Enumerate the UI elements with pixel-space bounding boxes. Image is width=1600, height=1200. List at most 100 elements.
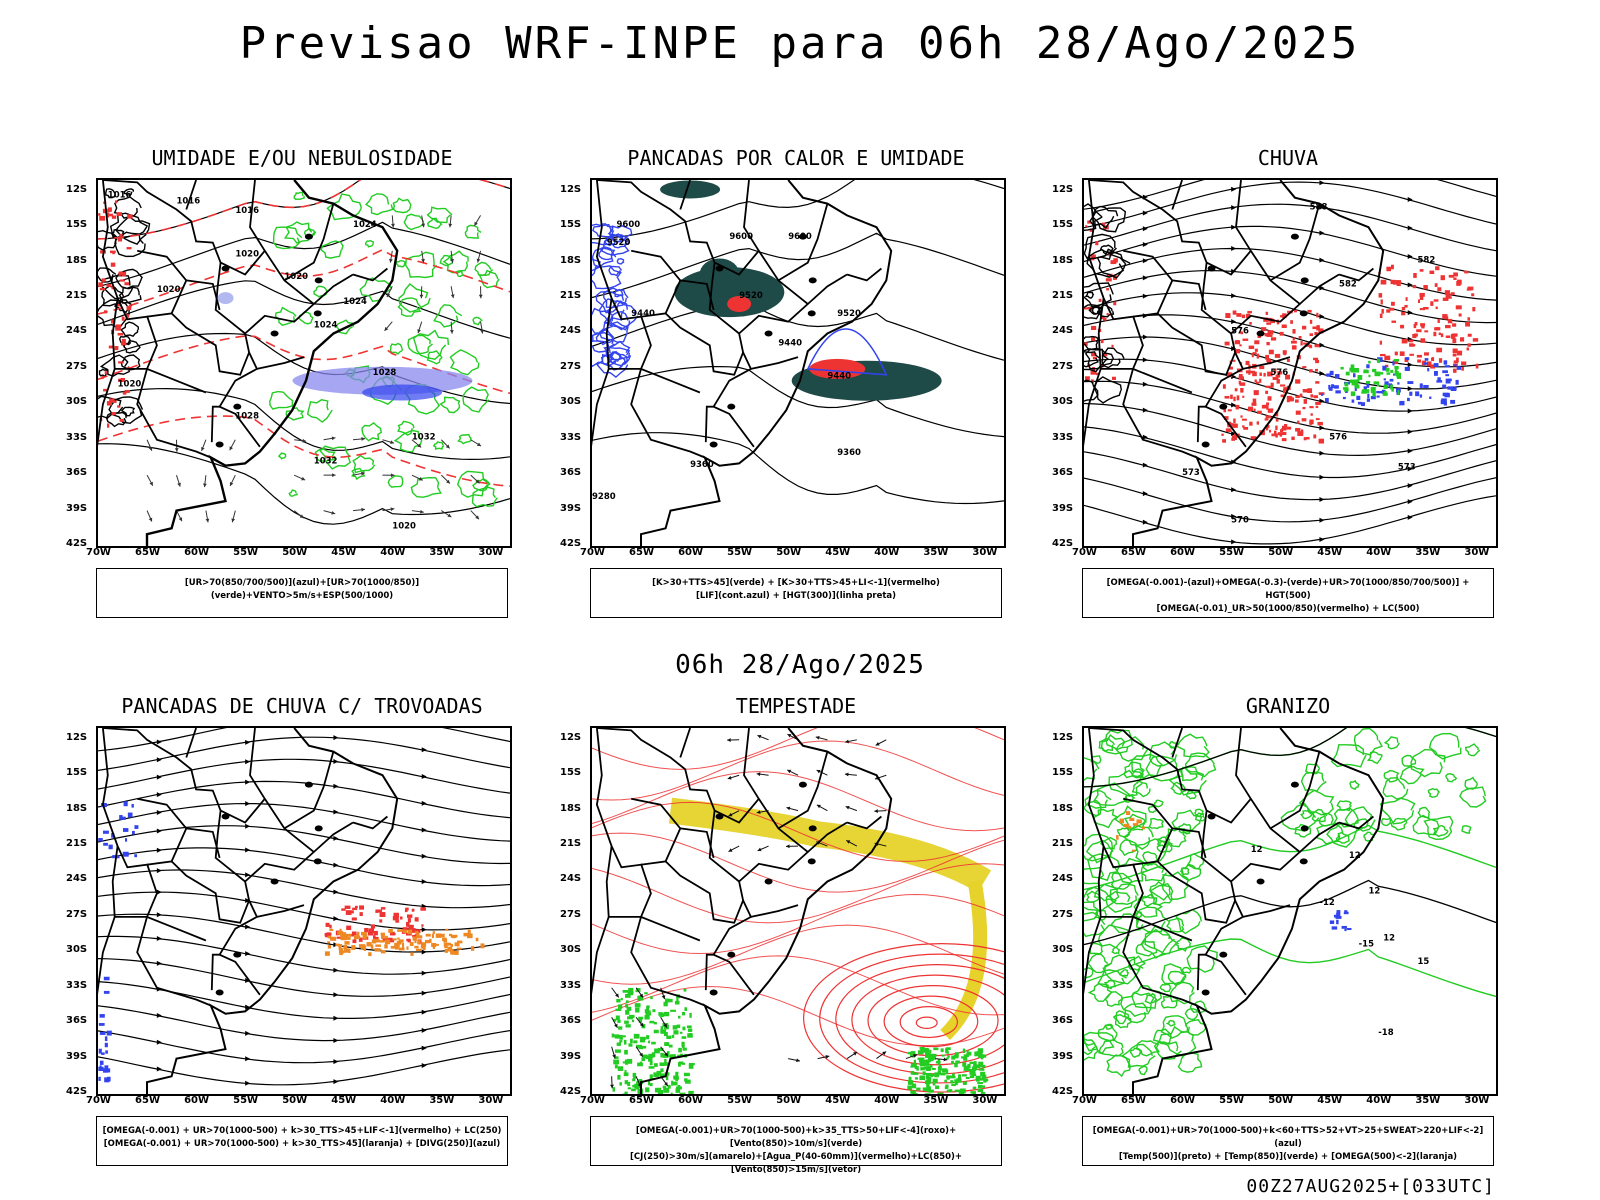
latitude-label: 30S <box>66 396 88 408</box>
contour-label: 12 <box>1383 934 1395 944</box>
longitude-label: 40W <box>1366 547 1392 558</box>
latitude-label: 42S <box>560 538 582 549</box>
contour-label: -18 <box>1378 1028 1393 1038</box>
longitude-label: 35W <box>923 547 949 558</box>
contour-label: 9520 <box>739 291 763 301</box>
longitude-label: 40W <box>874 547 900 558</box>
latitude-label: 21S <box>66 290 88 302</box>
contour-label: 9520 <box>837 309 861 319</box>
longitude-label: 30W <box>478 547 504 558</box>
contour-label: 1020 <box>235 250 259 260</box>
longitude-label: 35W <box>1415 1095 1441 1106</box>
longitude-label: 65W <box>135 1095 160 1106</box>
panel-title: CHUVA <box>1257 146 1319 170</box>
contour-label: 9440 <box>778 338 802 348</box>
contour-label: 9600 <box>788 232 812 242</box>
contour-label: 1024 <box>343 297 367 307</box>
latitude-label: 27S <box>1052 908 1074 920</box>
longitude-label: 70W <box>86 1095 111 1106</box>
longitude-label: 30W <box>972 547 998 558</box>
map-area <box>590 726 1006 1096</box>
longitude-label: 60W <box>678 1095 704 1106</box>
contour-label: 1032 <box>314 456 338 466</box>
legend-line: [OMEGA(-0.01)_UR>50(1000/850)(vermelho) … <box>1156 604 1420 614</box>
latitude-label: 33S <box>66 431 88 443</box>
contour-label: 576 <box>1270 368 1288 378</box>
latitude-label: 39S <box>1052 502 1074 514</box>
panel-title: TEMPESTADE <box>735 694 857 718</box>
latitude-label: 12S <box>560 183 582 195</box>
longitude-label: 70W <box>580 547 605 558</box>
longitude-label: 60W <box>1170 1095 1196 1106</box>
contour-label: 1016 <box>108 191 132 201</box>
latitude-label: 42S <box>1052 538 1074 549</box>
longitude-label: 40W <box>874 1095 900 1106</box>
longitude-label: 65W <box>135 547 160 558</box>
latitude-label: 24S <box>66 873 88 885</box>
legend-line: [Temp(500)](preto) + [Temp(850)](verde) … <box>1118 1152 1458 1162</box>
longitude-label: 65W <box>629 547 654 558</box>
latitude-label: 12S <box>560 731 582 743</box>
contour-label: 1020 <box>392 521 416 531</box>
latitude-label: 12S <box>1052 183 1074 195</box>
contour-label: 570 <box>1231 515 1249 525</box>
panel-legend: [OMEGA(-0.001)+UR>70(1000-500)+k>35_TTS>… <box>590 1116 1002 1175</box>
contour-label: 573 <box>1182 468 1200 478</box>
map-svg <box>592 728 1004 1094</box>
contour-label: 573 <box>1398 462 1416 472</box>
latitude-label: 42S <box>560 1086 582 1097</box>
longitude-label: 35W <box>1415 547 1441 558</box>
contour-label: 576 <box>1329 433 1347 443</box>
contour-label: 1032 <box>412 433 436 443</box>
legend-line: [OMEGA(-0.001)+UR>70(1000-500)+k>35_TTS>… <box>635 1126 957 1149</box>
latitude-label: 27S <box>560 908 582 920</box>
longitude-label: 65W <box>1121 1095 1146 1106</box>
longitude-label: 70W <box>580 1095 605 1106</box>
latitude-label: 18S <box>1052 254 1074 266</box>
latitude-label: 39S <box>66 502 88 514</box>
map-area: 9600 9520 9440 9600 9520 9600 9520 9440 9440 9360… <box>590 178 1006 548</box>
contour-label: 1024 <box>314 321 338 331</box>
latitude-label: 39S <box>560 1050 582 1062</box>
latitude-label: 30S <box>560 396 582 408</box>
longitude-label: 40W <box>380 547 406 558</box>
map-area <box>96 726 512 1096</box>
latitude-label: 39S <box>1052 1050 1074 1062</box>
panel-legend: [OMEGA(-0.001)-(azul)+OMEGA(-0.3)-(verde… <box>1082 568 1494 618</box>
latitude-label: 27S <box>66 908 88 920</box>
latitude-label: 30S <box>1052 396 1074 408</box>
longitude-label: 55W <box>727 1095 753 1106</box>
latitude-label: 15S <box>66 219 88 231</box>
latitude-label: 24S <box>66 325 88 337</box>
legend-line: [CJ(250)>30m/s](amarelo)+[Agua_P(40-60mm… <box>629 1152 963 1175</box>
contour-label: 1028 <box>235 411 259 421</box>
longitude-label: 60W <box>184 547 210 558</box>
latitude-label: 27S <box>66 360 88 372</box>
longitude-label: 45W <box>1317 1095 1343 1106</box>
contour-label: 588 <box>1310 203 1328 213</box>
longitude-label: 45W <box>825 1095 851 1106</box>
latitude-label: 24S <box>560 325 582 337</box>
latitude-label: 18S <box>560 802 582 814</box>
longitude-label: 70W <box>1072 1095 1097 1106</box>
latitude-label: 33S <box>1052 979 1074 991</box>
latitude-label: 39S <box>66 1050 88 1062</box>
latitude-label: 36S <box>1052 1015 1074 1027</box>
latitude-label: 18S <box>1052 802 1074 814</box>
contour-label: -12 <box>1319 898 1334 908</box>
contour-label: 9600 <box>617 220 641 230</box>
contour-label: 582 <box>1418 256 1436 266</box>
longitude-label: 50W <box>776 1095 802 1106</box>
latitude-label: 18S <box>560 254 582 266</box>
latitude-label: 24S <box>1052 325 1074 337</box>
latitude-label: 15S <box>560 767 582 779</box>
forecast-time-label: 06h 28/Ago/2025 <box>675 650 925 680</box>
map-svg: 9600 9520 9440 9600 9520 9600 9520 9440 9440 9360… <box>592 180 1004 546</box>
longitude-label: 55W <box>1219 547 1245 558</box>
latitude-label: 15S <box>1052 219 1074 231</box>
contour-label: 1020 <box>118 380 142 390</box>
latitude-label: 42S <box>66 538 88 549</box>
map-area: 12 12 12 -15 -12 -18 15 12 <box>1082 726 1498 1096</box>
longitude-label: 55W <box>727 547 753 558</box>
main-title: Previsao WRF-INPE para 06h 28/Ago/2025 <box>239 18 1361 69</box>
